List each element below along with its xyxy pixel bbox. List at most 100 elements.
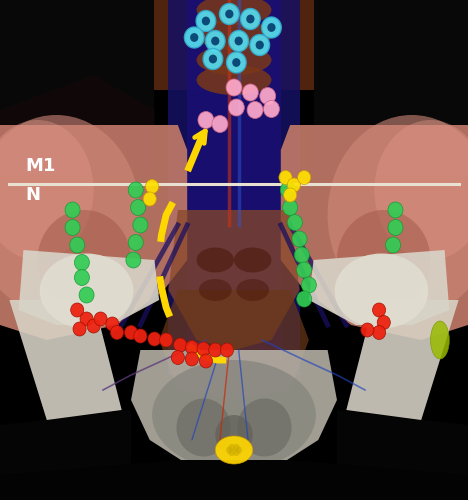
Ellipse shape [374, 120, 468, 260]
Circle shape [263, 100, 279, 117]
Ellipse shape [236, 279, 269, 301]
Circle shape [171, 350, 184, 364]
Polygon shape [337, 0, 468, 40]
Ellipse shape [337, 210, 431, 310]
Circle shape [65, 202, 80, 218]
Circle shape [292, 231, 307, 247]
Circle shape [284, 188, 297, 202]
Circle shape [211, 36, 219, 46]
Ellipse shape [0, 120, 94, 260]
Circle shape [361, 323, 374, 337]
Ellipse shape [234, 248, 271, 272]
Polygon shape [0, 0, 131, 40]
Circle shape [229, 30, 249, 52]
Circle shape [126, 252, 141, 268]
Circle shape [146, 180, 159, 194]
Circle shape [74, 270, 89, 285]
Ellipse shape [237, 398, 292, 456]
Circle shape [124, 326, 138, 340]
Circle shape [298, 170, 311, 184]
Polygon shape [0, 75, 154, 175]
Polygon shape [314, 0, 468, 175]
Circle shape [203, 48, 223, 70]
Circle shape [279, 170, 292, 184]
Circle shape [294, 247, 309, 263]
Circle shape [260, 88, 276, 104]
Circle shape [297, 291, 312, 307]
Circle shape [174, 338, 187, 352]
Polygon shape [19, 250, 159, 325]
Ellipse shape [215, 415, 253, 455]
Circle shape [199, 354, 212, 368]
Polygon shape [131, 350, 337, 470]
Circle shape [373, 326, 386, 340]
Polygon shape [337, 410, 468, 500]
Ellipse shape [431, 321, 449, 359]
Circle shape [197, 342, 210, 356]
Circle shape [202, 16, 210, 26]
Circle shape [185, 340, 198, 354]
Polygon shape [9, 300, 122, 420]
Circle shape [283, 200, 298, 216]
Circle shape [297, 262, 312, 278]
Circle shape [94, 312, 107, 326]
Circle shape [219, 4, 239, 24]
Circle shape [212, 116, 228, 132]
Ellipse shape [197, 0, 271, 25]
Circle shape [246, 14, 255, 24]
Circle shape [232, 58, 241, 67]
Polygon shape [0, 460, 468, 500]
Circle shape [280, 182, 295, 198]
Circle shape [74, 254, 89, 270]
Ellipse shape [197, 20, 271, 50]
Circle shape [209, 54, 217, 64]
Circle shape [80, 312, 93, 326]
Circle shape [185, 352, 198, 366]
Circle shape [106, 317, 119, 331]
Circle shape [184, 27, 204, 48]
Circle shape [241, 8, 260, 29]
Ellipse shape [328, 115, 468, 315]
Polygon shape [346, 300, 459, 420]
Circle shape [242, 84, 258, 101]
Circle shape [205, 30, 225, 52]
Circle shape [247, 102, 263, 118]
Polygon shape [281, 125, 468, 340]
Circle shape [250, 34, 270, 56]
Ellipse shape [197, 65, 271, 95]
Ellipse shape [176, 398, 231, 456]
Circle shape [209, 343, 222, 357]
Circle shape [287, 178, 300, 192]
Polygon shape [168, 210, 300, 350]
Circle shape [79, 287, 94, 303]
Circle shape [388, 202, 403, 218]
Circle shape [235, 446, 242, 454]
Text: M1: M1 [26, 157, 56, 175]
Polygon shape [0, 0, 154, 110]
Circle shape [226, 79, 242, 96]
Circle shape [386, 237, 401, 253]
Circle shape [373, 303, 386, 317]
Circle shape [131, 200, 146, 216]
Circle shape [287, 214, 302, 230]
Polygon shape [187, 0, 281, 90]
Polygon shape [0, 410, 131, 500]
Ellipse shape [37, 210, 131, 310]
Ellipse shape [215, 436, 253, 464]
Polygon shape [168, 0, 300, 375]
Polygon shape [154, 0, 314, 90]
Circle shape [134, 329, 147, 343]
Circle shape [220, 343, 234, 357]
Text: N: N [26, 186, 41, 204]
Circle shape [388, 220, 403, 236]
Polygon shape [187, 0, 281, 360]
Circle shape [73, 322, 86, 336]
Circle shape [301, 277, 316, 293]
Polygon shape [159, 290, 309, 400]
Circle shape [160, 333, 173, 347]
Circle shape [256, 40, 264, 50]
Circle shape [233, 444, 240, 451]
Ellipse shape [40, 254, 133, 328]
Circle shape [234, 36, 243, 46]
Circle shape [377, 316, 390, 330]
